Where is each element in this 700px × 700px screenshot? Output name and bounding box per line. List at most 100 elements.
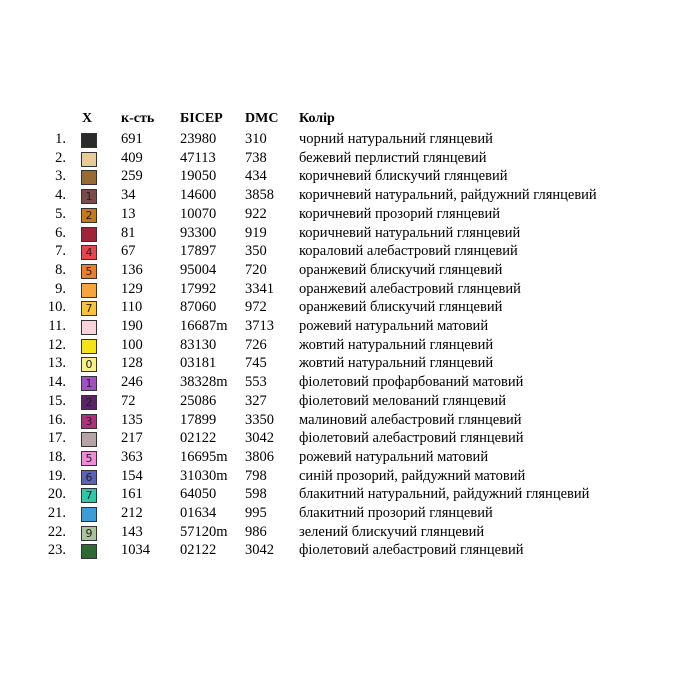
table-row: 20. 7 161 64050 598 блакитний натуральний, ра… (0, 485, 700, 504)
color-name: малиновий алебастровий глянцевий (299, 411, 522, 428)
color-name: жовтий натуральний глянцевий (299, 355, 494, 372)
bead-count: 72 (121, 392, 136, 409)
color-name: зелений блискучий глянцевий (299, 523, 485, 540)
color-swatch: 5 (81, 450, 97, 466)
dmc-code: 720 (245, 261, 267, 278)
row-number: 5. (55, 205, 66, 222)
dmc-code: 3042 (245, 542, 274, 559)
color-name: рожевий натуральний матовий (299, 318, 489, 334)
color-swatch: 7 (81, 488, 97, 504)
color-name: фіолетовий мелований глянцевий (299, 392, 507, 409)
color-name: жовтий натуральний глянцевий (299, 336, 494, 353)
bead-count: 136 (121, 261, 143, 278)
color-name: фіолетовий профарбований матовий (299, 374, 524, 391)
dmc-code: 310 (245, 131, 267, 147)
dmc-code: 3042 (245, 430, 274, 447)
bead-code: 31030m (180, 467, 228, 484)
color-name: бежевий перлистий глянцевий (299, 149, 487, 166)
bead-count: 1034 (121, 542, 150, 559)
table-row: 4. 1 34 14600 3858 коричневий натуральний, ра… (0, 186, 700, 205)
dmc-code: 3806 (245, 448, 274, 465)
row-number: 21. (47, 505, 66, 521)
color-name: блакитний натуральний, райдужний глянцев… (299, 486, 590, 503)
bead-code: 17899 (180, 411, 217, 428)
header-symbol: X (82, 111, 93, 126)
bead-code: 16687m (180, 318, 228, 334)
row-number: 16. (47, 411, 66, 428)
row-number: 9. (55, 280, 66, 297)
color-name: коричневий натуральний, райдужний глянце… (299, 187, 597, 204)
table-row: 11. 190 16687m 3713 рожевий натуральний мато… (0, 317, 700, 336)
table-row: 8. 5 136 95004 720 оранжевий блискучий глянце… (0, 261, 700, 280)
table-row: 7. 4 67 17897 350 кораловий алебастровий глян… (0, 242, 700, 261)
row-number: 20. (47, 486, 66, 503)
row-number: 12. (47, 336, 66, 353)
bead-count: 67 (121, 243, 136, 260)
table-row: 16. 3 135 17899 3350 малиновий алебастровий г… (0, 411, 700, 430)
bead-code: 95004 (180, 261, 217, 278)
table-row: 19. 6 154 31030m 798 синій прозорий, райдужни… (0, 467, 700, 486)
color-name: оранжевий блискучий глянцевий (299, 261, 503, 278)
table-row: 12. 100 83130 726 жовтий натуральний глянцев… (0, 336, 700, 355)
dmc-code: 434 (245, 168, 267, 185)
color-swatch (81, 170, 97, 186)
row-number: 1. (55, 131, 66, 147)
bead-count: 363 (121, 448, 143, 465)
color-swatch: 2 (81, 394, 97, 410)
row-number: 7. (55, 243, 66, 260)
dmc-code: 738 (245, 149, 267, 166)
table-row: 18. 5 363 16695m 3806 рожевий натуральний мат… (0, 448, 700, 467)
color-name: оранжевий алебастровий глянцевий (299, 280, 521, 297)
row-number: 11. (48, 318, 66, 334)
color-swatch: 6 (81, 469, 97, 485)
bead-count: 135 (121, 411, 143, 428)
color-swatch: 5 (81, 263, 97, 279)
table-row: 10. 7 110 87060 972 оранжевий блискучий глянц… (0, 298, 700, 317)
dmc-code: 798 (245, 467, 267, 484)
color-swatch: 7 (81, 301, 97, 317)
bead-code: 87060 (180, 299, 217, 316)
bead-code: 23980 (180, 131, 217, 147)
color-swatch (81, 320, 97, 335)
dmc-code: 3713 (245, 318, 274, 334)
table-row: 6. 81 93300 919 коричневий натуральний глянц… (0, 224, 700, 243)
dmc-code: 3858 (245, 187, 274, 204)
color-swatch (81, 338, 97, 354)
bead-code: 16695m (180, 448, 228, 465)
color-name: коричневий прозорий глянцевий (299, 205, 501, 222)
table-header: X к-сть БІСЕР DMC Колір (0, 110, 700, 129)
row-number: 19. (47, 467, 66, 484)
color-name: чорний натуральний глянцевий (299, 131, 493, 147)
dmc-code: 726 (245, 336, 267, 353)
color-name: коричневий натуральний глянцевий (299, 224, 521, 241)
row-number: 6. (55, 224, 66, 241)
row-number: 8. (55, 261, 66, 278)
bead-code: 14600 (180, 187, 217, 204)
row-number: 3. (55, 168, 66, 185)
bead-count: 212 (121, 505, 143, 521)
dmc-code: 553 (245, 374, 267, 391)
bead-code: 93300 (180, 224, 217, 241)
color-name: синій прозорий, райдужний матовий (299, 467, 526, 484)
table-row: 9. 129 17992 3341 оранжевий алебастровий гля… (0, 280, 700, 299)
bead-count: 259 (121, 168, 143, 185)
bead-code: 25086 (180, 392, 217, 409)
bead-count: 246 (121, 374, 143, 391)
bead-count: 217 (121, 430, 143, 447)
row-number: 13. (47, 355, 66, 372)
bead-count: 409 (121, 149, 143, 166)
color-swatch: 1 (81, 189, 97, 205)
dmc-code: 922 (245, 205, 267, 222)
bead-count: 110 (121, 299, 143, 316)
color-swatch: 0 (81, 357, 97, 373)
header-bead: БІСЕР (180, 111, 223, 126)
table-row: 15. 2 72 25086 327 фіолетовий мелований глянц… (0, 392, 700, 411)
row-number: 10. (47, 299, 66, 316)
bead-count: 143 (121, 523, 143, 540)
table-row: 3. 259 19050 434 коричневий блискучий глянце… (0, 167, 700, 186)
bead-code: 17992 (180, 280, 217, 297)
color-name: оранжевий блискучий глянцевий (299, 299, 503, 316)
bead-code: 57120m (180, 523, 228, 540)
dmc-code: 598 (245, 486, 267, 503)
table-row: 13. 0 128 03181 745 жовтий натуральний глянце… (0, 354, 700, 373)
